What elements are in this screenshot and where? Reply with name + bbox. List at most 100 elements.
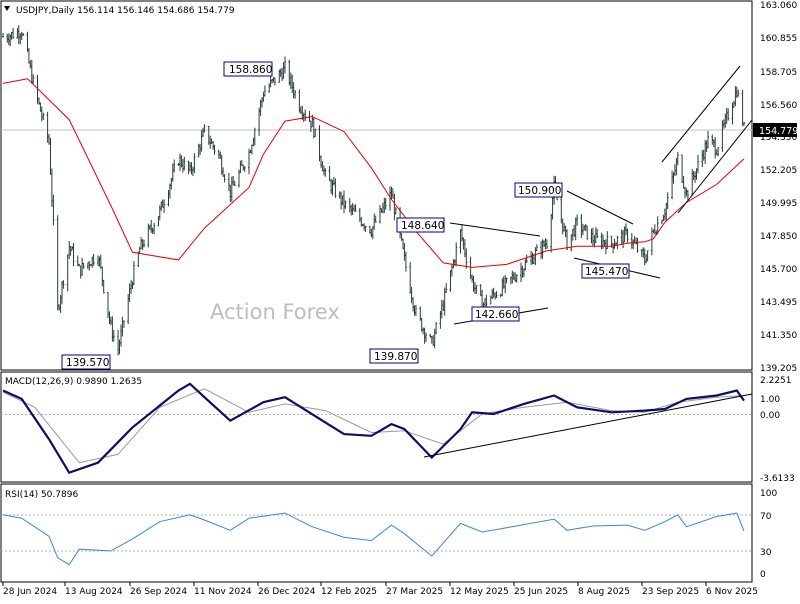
price-bar [445, 283, 448, 294]
svg-text:158.860: 158.860 [229, 64, 272, 76]
price-bar [707, 130, 709, 149]
x-axis: 28 Jun 2024 13 Aug 2024 26 Sep 2024 11 N… [2, 582, 758, 597]
macd-trendline [423, 393, 753, 458]
price-bar [153, 223, 156, 235]
price-bar [173, 159, 176, 173]
svg-text:158.705: 158.705 [760, 68, 797, 78]
svg-text:139.205: 139.205 [760, 364, 797, 374]
svg-text:141.350: 141.350 [760, 331, 797, 341]
price-bar [102, 279, 105, 294]
price-panel-title: USDJPY,Daily 156.114 156.146 154.686 154… [16, 6, 235, 16]
price-bar [22, 32, 25, 36]
price-bar [344, 200, 347, 209]
svg-text:0: 0 [760, 570, 766, 580]
price-bar [324, 168, 327, 177]
annotation-150900: 150.900 [514, 182, 563, 198]
price-bar [183, 156, 186, 171]
price-bar [475, 285, 478, 294]
price-bar [717, 147, 720, 157]
trendlines [423, 65, 753, 458]
price-bar [42, 112, 45, 120]
price-bar [253, 127, 256, 146]
price-bar [62, 280, 65, 289]
price-bar [92, 254, 95, 266]
price-bar [495, 291, 498, 298]
price-bar [525, 254, 528, 263]
svg-text:145.470: 145.470 [585, 266, 628, 278]
price-bar [82, 262, 85, 269]
price-bar [676, 152, 679, 166]
price-bar [586, 225, 589, 240]
svg-text:150.900: 150.900 [518, 185, 561, 197]
annotation-142660: 142.660 [471, 306, 520, 322]
moving-average-line [2, 78, 745, 268]
price-bar [12, 27, 15, 39]
svg-text:145.700: 145.700 [760, 265, 797, 275]
macd-line [2, 382, 745, 475]
svg-text:13 Aug 2024: 13 Aug 2024 [65, 587, 123, 597]
svg-text:25 Jun 2025: 25 Jun 2025 [514, 587, 568, 597]
current-price-tag: 154.779 [753, 123, 798, 137]
price-bar [404, 251, 407, 272]
svg-text:154.779: 154.779 [759, 126, 798, 137]
price-bar [163, 199, 166, 213]
svg-text:1.00: 1.00 [760, 395, 780, 405]
price-bar [334, 178, 337, 198]
rsi-line [2, 512, 745, 566]
price-bar [132, 261, 135, 286]
annotation-139570: 139.570 [61, 354, 111, 370]
annotation-148640: 148.640 [396, 217, 445, 233]
svg-text:163.060: 163.060 [760, 1, 797, 11]
price-bar [636, 238, 639, 253]
price-bar [364, 225, 367, 233]
price-bar [697, 155, 699, 174]
macd-panel-title: MACD(12,26,9) 0.9890 1.2635 [5, 377, 142, 387]
svg-text:-3.6133: -3.6133 [760, 474, 795, 484]
price-bar [485, 294, 488, 308]
svg-text:152.205: 152.205 [760, 166, 797, 176]
price-bar [626, 228, 629, 243]
price-bar [122, 320, 125, 328]
price-bar [284, 56, 286, 74]
price-bar [223, 174, 226, 183]
rsi-panel-frame [0, 483, 753, 583]
svg-text:149.995: 149.995 [760, 199, 797, 209]
price-bar [576, 214, 579, 226]
annotation-145470: 145.470 [581, 263, 630, 279]
price-bar [727, 108, 730, 121]
price-bar [686, 190, 689, 201]
price-bar [72, 243, 75, 267]
svg-text:160.855: 160.855 [760, 34, 797, 44]
trendline-wedge-upper [566, 190, 634, 225]
price-bar [314, 128, 317, 137]
price-bar [616, 235, 619, 250]
price-bar [425, 332, 427, 342]
price-bar [374, 215, 377, 223]
price-bar [545, 239, 548, 249]
price-bar [737, 89, 740, 97]
price-bar [32, 74, 35, 84]
price-bar [666, 192, 669, 209]
price-bar [414, 305, 417, 317]
price-bar [52, 194, 55, 226]
price-bar [535, 244, 538, 252]
svg-text:23 Sep 2025: 23 Sep 2025 [642, 587, 699, 597]
svg-text:148.640: 148.640 [401, 220, 444, 232]
price-bar [294, 90, 297, 99]
price-bar [435, 322, 438, 335]
svg-text:12 Feb 2025: 12 Feb 2025 [321, 587, 377, 597]
svg-text:156.560: 156.560 [760, 101, 797, 111]
svg-text:11 Nov 2024: 11 Nov 2024 [194, 587, 252, 597]
svg-text:147.850: 147.850 [760, 232, 797, 242]
svg-text:70: 70 [760, 512, 772, 522]
trendline-upper-triangle [449, 222, 541, 237]
svg-text:30: 30 [760, 548, 772, 558]
svg-text:142.660: 142.660 [475, 309, 518, 321]
channel-lower [677, 119, 753, 214]
price-bar [384, 198, 387, 210]
chart-collapse-icon[interactable] [4, 6, 10, 11]
annotation-158860: 158.860 [223, 61, 273, 77]
macd-signal-line [2, 388, 745, 464]
svg-text:6 Nov 2025: 6 Nov 2025 [706, 587, 758, 597]
price-bar [213, 145, 216, 155]
